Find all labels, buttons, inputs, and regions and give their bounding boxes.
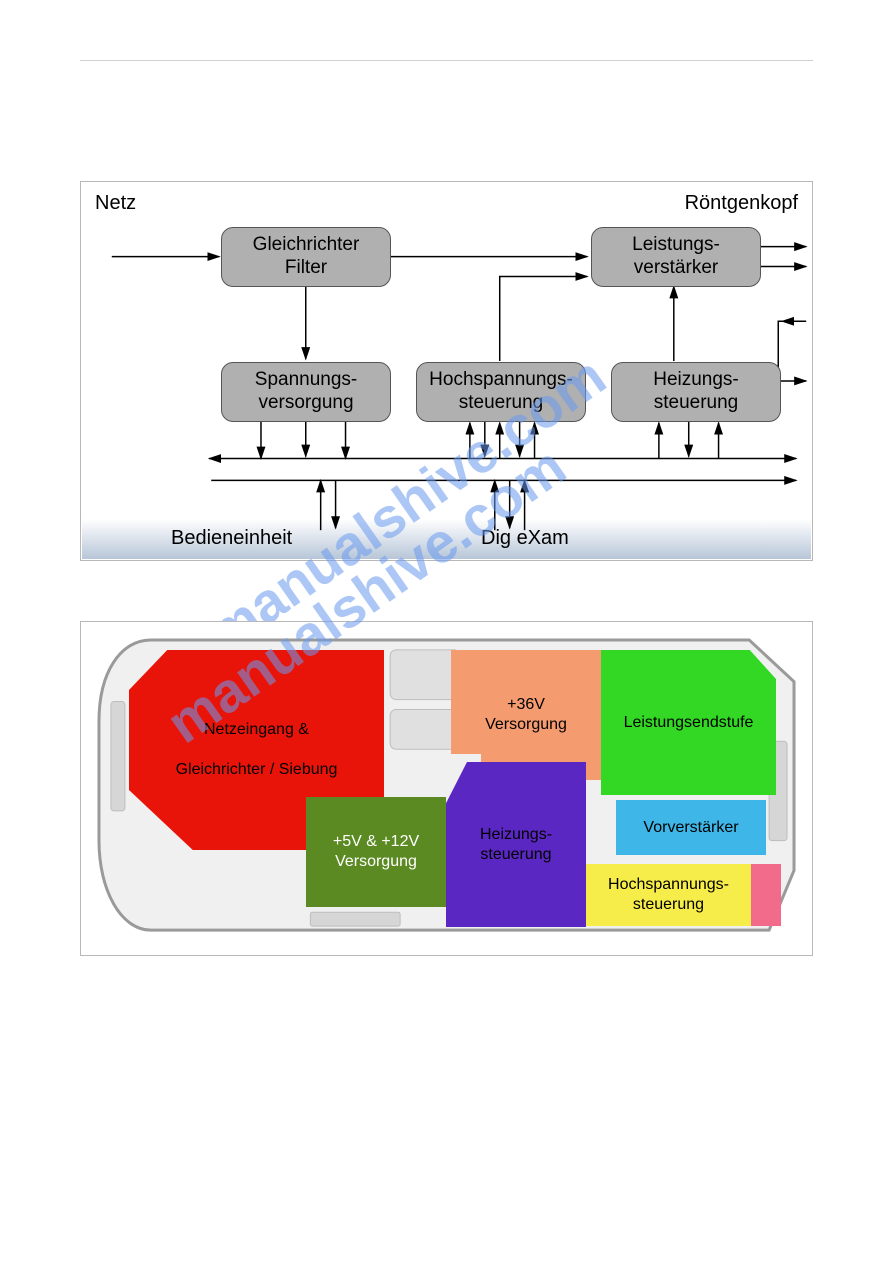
label-digexam: Dig eXam — [481, 527, 569, 550]
top-divider — [80, 60, 813, 61]
label-netz: Netz — [95, 192, 136, 215]
region-leistungsendstufe: Leistungsendstufe — [601, 650, 776, 795]
label-bedieneinheit: Bedieneinheit — [171, 527, 292, 550]
node-gleichrichter-filter: GleichrichterFilter — [221, 227, 391, 287]
node-spannungsversorgung: Spannungs-versorgung — [221, 362, 391, 422]
pcb-layout-panel: Netzeingang &Gleichrichter / Siebung +36… — [80, 621, 813, 956]
region-plus5v-plus12v-versorgung: +5V & +12VVersorgung — [306, 797, 446, 907]
region-heizungssteuerung: Heizungs-steuerung — [446, 762, 586, 927]
page-container: Netz Röntgenkopf Bedieneinheit Dig eXam … — [0, 0, 893, 1036]
block-diagram-panel: Netz Röntgenkopf Bedieneinheit Dig eXam … — [80, 181, 813, 561]
label-roentgenkopf: Röntgenkopf — [685, 192, 798, 215]
pcb-outer: Netzeingang &Gleichrichter / Siebung +36… — [91, 632, 802, 945]
node-hochspannungssteuerung: Hochspannungs-steuerung — [416, 362, 586, 422]
region-pink-small — [751, 864, 781, 926]
node-leistungsverstaerker: Leistungs-verstärker — [591, 227, 761, 287]
region-vorverstaerker: Vorverstärker — [616, 800, 766, 855]
node-heizungssteuerung: Heizungs-steuerung — [611, 362, 781, 422]
region-hochspannungssteuerung: Hochspannungs-steuerung — [586, 864, 751, 926]
